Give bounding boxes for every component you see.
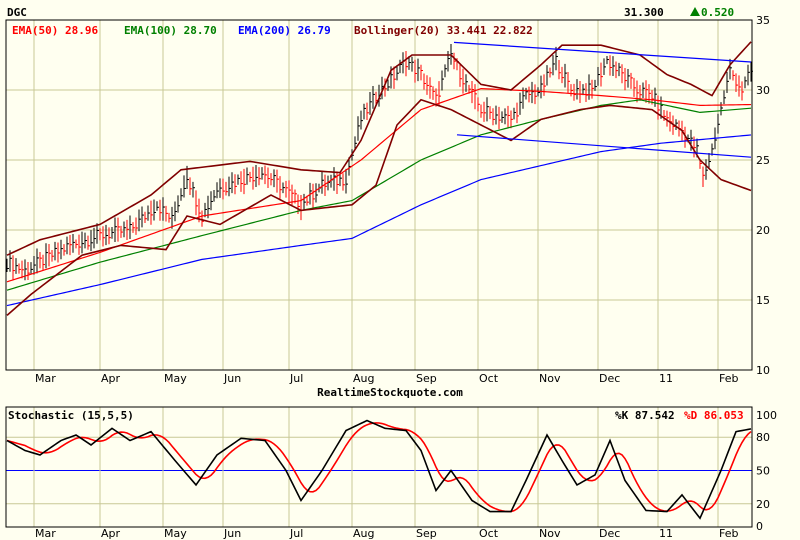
last-price: 31.300 [624,6,664,19]
stochastic-d-line [6,422,752,513]
stochastic-axis-label: 80 [756,431,770,444]
month-label: May [164,527,187,540]
stochastic-k-line [6,419,752,520]
month-label: Jun [223,527,241,540]
legend-ema50: EMA(50) 28.96 [12,24,98,37]
stochastic-panel-frame [5,406,753,528]
stochastic-axis-label: 20 [756,498,770,511]
bollinger-lower-line [6,98,752,317]
stochastic-k-value: %K 87.542 [615,409,675,422]
ema-100--line [6,99,752,291]
month-label: Apr [101,527,121,540]
legend-ema200: EMA(200) 26.79 [238,24,331,37]
up-arrow-icon [690,7,700,16]
bollinger-upper-line [6,41,752,256]
month-label: Sep [416,372,437,385]
legend-bollinger: Bollinger(20) 33.441 22.822 [354,24,533,37]
month-label: Oct [479,527,499,540]
month-label: Jul [289,527,303,540]
month-label: Mar [35,372,56,385]
ema-50--line [6,87,752,283]
month-label: Dec [599,372,620,385]
month-label: Mar [35,527,56,540]
trendline-lower-line [456,134,752,158]
stochastic-axis-label: 0 [756,520,763,533]
stochastic-axis-label: 50 [756,465,770,478]
legend-ema100: EMA(100) 28.70 [124,24,217,37]
price-axis-label: 20 [756,224,770,237]
month-label: Oct [479,372,499,385]
price-panel-frame [5,19,753,371]
month-label: Feb [719,527,738,540]
trendline-upper-line [453,41,752,63]
month-label: Nov [539,527,561,540]
month-label: 11 [659,372,673,385]
price-axis-label: 15 [756,294,770,307]
month-label: Dec [599,527,620,540]
price-change: 0.520 [701,6,734,19]
month-label: Aug [353,372,374,385]
price-axis-label: 25 [756,154,770,167]
price-axis-label: 10 [756,364,770,377]
month-label: 11 [659,527,673,540]
month-label: Sep [416,527,437,540]
month-label: May [164,372,187,385]
month-label: Feb [719,372,738,385]
price-axis-label: 30 [756,84,770,97]
month-label: Aug [353,527,374,540]
stochastic-d-value: %D 86.053 [684,409,744,422]
month-label: Apr [101,372,121,385]
price-axis-label: 35 [756,14,770,27]
watermark-text: RealtimeStockquote.com [317,386,463,399]
stochastic-title: Stochastic (15,5,5) [8,409,134,422]
stochastic-axis-label: 100 [756,409,777,422]
month-label: Nov [539,372,561,385]
month-label: Jun [223,372,241,385]
month-label: Jul [289,372,303,385]
symbol-label: DGC [7,6,27,19]
